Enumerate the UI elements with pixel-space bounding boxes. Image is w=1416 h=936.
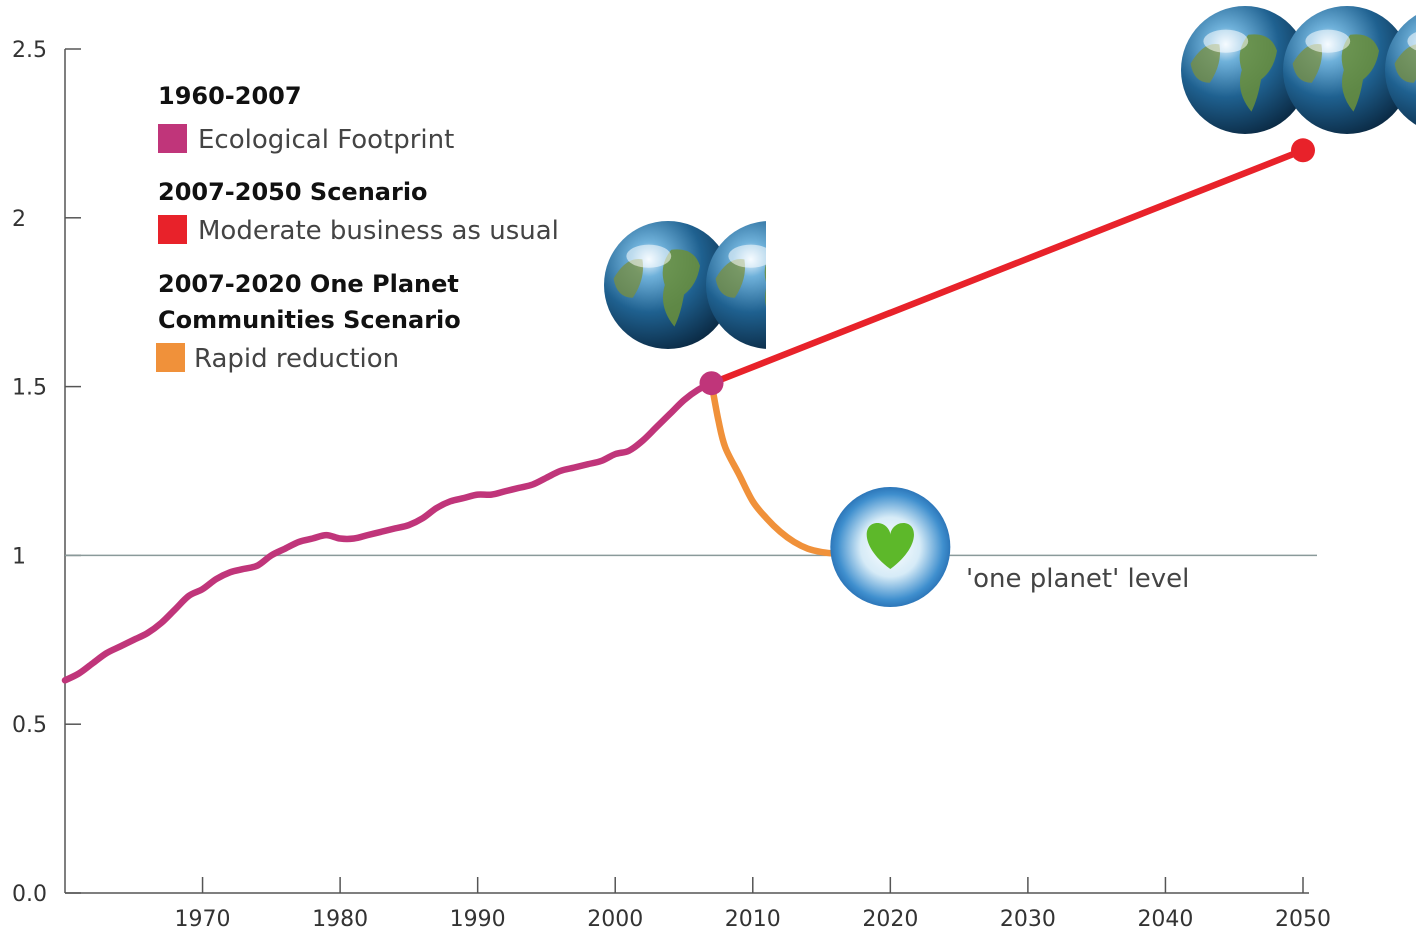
x-tick-label: 1990	[450, 907, 506, 932]
heart-icon	[866, 523, 914, 569]
legend-group-one-planet-line2: Communities Scenario	[158, 306, 461, 334]
globe-highlight	[1305, 29, 1351, 53]
globe-land	[1394, 44, 1416, 83]
earth-globe-icon	[1181, 6, 1309, 134]
globe-highlight	[728, 244, 766, 268]
earth-globe-icon	[1385, 15, 1416, 125]
legend-swatch-business-as-usual	[158, 215, 187, 244]
ecological-footprint-line	[61, 379, 715, 684]
y-tick-label: 0.5	[12, 713, 47, 738]
x-tick-label: 2020	[862, 907, 918, 932]
legend-label-rapid-reduction: Rapid reduction	[194, 344, 399, 374]
x-tick-label: 2000	[587, 907, 643, 932]
legend-swatch-rapid-reduction	[156, 343, 185, 372]
earth-globe-icon	[706, 221, 766, 349]
globes-2050	[1181, 6, 1416, 134]
globes-2007	[604, 221, 766, 349]
legend-label-ecological-footprint: Ecological Footprint	[198, 125, 454, 155]
globe-land	[613, 259, 644, 298]
x-tick-label: 1970	[175, 907, 231, 932]
legend-group-one-planet-line1: 2007-2020 One Planet	[158, 270, 459, 298]
x-tick-label: 2050	[1275, 907, 1331, 932]
globe-land	[1292, 43, 1323, 83]
legend-swatch-ecological-footprint	[158, 124, 187, 153]
marker-2050	[1291, 138, 1315, 163]
y-tick-label: 1.5	[12, 376, 47, 401]
y-tick-label: 0.0	[12, 882, 47, 907]
y-tick-label: 2	[12, 207, 26, 232]
earth-globe-icon	[1283, 6, 1411, 134]
x-tick-label: 1980	[312, 907, 368, 932]
heart-planet-icon	[830, 487, 951, 607]
globe-land	[662, 249, 700, 327]
globe-land	[764, 263, 766, 307]
rapid-reduction-line	[708, 379, 853, 559]
y-tick-label: 1	[12, 544, 26, 569]
legend-group-1960-2007: 1960-2007	[158, 82, 302, 110]
globe-highlight	[1203, 29, 1249, 53]
globe-land	[715, 259, 746, 298]
earth-globe-icon	[604, 221, 732, 349]
globe-land	[1239, 34, 1277, 112]
one-planet-level-label: 'one planet' level	[966, 564, 1189, 594]
globe-land	[1190, 43, 1221, 83]
x-tick-label: 2030	[1000, 907, 1056, 932]
x-tick-label: 2040	[1137, 907, 1193, 932]
globe-highlight	[626, 244, 672, 268]
business-as-usual-line	[708, 147, 1307, 387]
y-tick-label: 2.5	[12, 38, 47, 63]
x-tick-label: 2010	[725, 907, 781, 932]
globe-land	[1341, 34, 1379, 112]
legend-group-2007-2050: 2007-2050 Scenario	[158, 178, 428, 206]
marker-2007	[699, 371, 724, 396]
globe-highlight	[1407, 32, 1416, 51]
legend-label-business-as-usual: Moderate business as usual	[198, 216, 559, 246]
